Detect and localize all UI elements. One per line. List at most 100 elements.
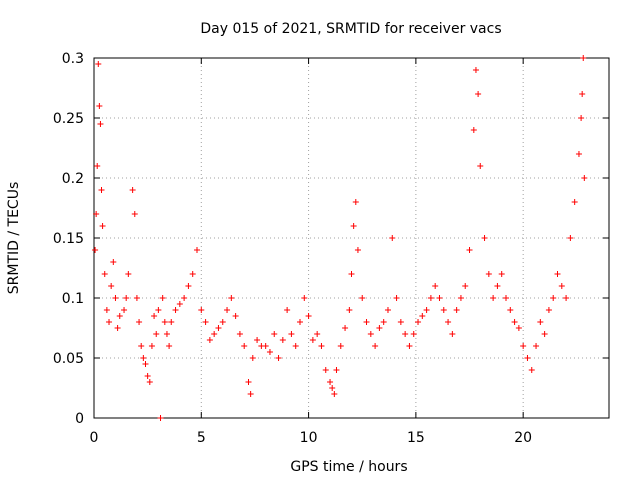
y-tick-label: 0.15 (53, 231, 84, 247)
data-point (168, 319, 175, 325)
data-point (97, 121, 104, 127)
data-point (380, 319, 387, 325)
data-point (367, 331, 374, 337)
data-point (563, 295, 570, 301)
data-point (133, 295, 140, 301)
data-point (528, 367, 535, 373)
data-point (578, 115, 585, 121)
data-point (472, 67, 479, 73)
data-point (581, 175, 588, 181)
data-point (125, 271, 132, 277)
data-point (445, 319, 452, 325)
data-point (490, 295, 497, 301)
y-tick-label: 0 (75, 411, 84, 427)
data-point (189, 271, 196, 277)
data-point (153, 331, 160, 337)
data-point (376, 325, 383, 331)
data-point (110, 259, 117, 265)
data-point (157, 415, 164, 421)
data-point (297, 319, 303, 325)
data-point (129, 187, 136, 193)
data-point (292, 343, 299, 349)
data-point (161, 319, 168, 325)
data-point (477, 163, 484, 169)
data-point (142, 361, 149, 367)
data-point (241, 343, 248, 349)
data-point (219, 319, 226, 325)
data-point (507, 307, 514, 313)
data-point (151, 313, 158, 319)
grid-lines (94, 58, 609, 418)
data-point (567, 235, 574, 241)
data-point (427, 295, 434, 301)
y-tick-label: 0.3 (62, 51, 84, 67)
data-point (309, 337, 316, 343)
data-point (449, 331, 456, 337)
data-point (580, 55, 587, 61)
data-point (232, 313, 239, 319)
data-point (166, 343, 173, 349)
data-point (116, 313, 123, 319)
data-point (550, 295, 557, 301)
data-point (322, 367, 329, 373)
data-point (571, 199, 578, 205)
y-tick-label: 0.2 (62, 171, 84, 187)
data-point (94, 163, 101, 169)
data-point (262, 343, 269, 349)
data-point (155, 307, 162, 313)
data-point (123, 295, 130, 301)
data-point (352, 199, 359, 205)
data-point (140, 355, 147, 361)
x-tick-label: 5 (197, 430, 206, 446)
data-point (224, 307, 231, 313)
data-point (144, 373, 151, 379)
data-point (318, 343, 325, 349)
data-point (363, 319, 370, 325)
data-point (397, 319, 404, 325)
data-point (524, 355, 531, 361)
data-point (329, 385, 336, 391)
data-point (415, 319, 422, 325)
data-point (131, 211, 138, 217)
data-point (114, 325, 121, 331)
data-point (494, 283, 501, 289)
data-point (372, 343, 379, 349)
data-point (453, 307, 460, 313)
x-axis-label: GPS time / hours (290, 459, 407, 475)
data-point (202, 319, 209, 325)
data-point (245, 379, 252, 385)
data-point (558, 283, 565, 289)
data-point (457, 295, 464, 301)
data-point (93, 211, 100, 217)
data-point (185, 283, 192, 289)
chart-title: Day 015 of 2021, SRMTID for receiver vac… (200, 21, 501, 37)
x-tick-label: 15 (407, 430, 425, 446)
data-point (206, 337, 213, 343)
data-point (275, 355, 282, 361)
x-tick-label: 0 (90, 430, 99, 446)
data-point (348, 271, 355, 277)
data-point (103, 307, 110, 313)
data-point (279, 337, 286, 343)
data-point (215, 325, 222, 331)
data-point (485, 271, 492, 277)
data-point (541, 331, 548, 337)
data-point (176, 301, 183, 307)
data-point (389, 235, 396, 241)
data-point (384, 307, 391, 313)
data-point (432, 283, 439, 289)
x-tick-label: 20 (514, 430, 532, 446)
data-point (228, 295, 235, 301)
data-point (101, 271, 108, 277)
data-point (350, 223, 357, 229)
data-point (331, 391, 338, 397)
data-point (271, 331, 278, 337)
axis-ticks: 0 5 10 15 20 0 0.05 0.1 0.15 0.2 0.25 0.3 (53, 51, 609, 446)
data-point (194, 247, 200, 253)
data-point (579, 91, 586, 97)
data-point (284, 307, 291, 313)
data-point (99, 223, 106, 229)
data-point (108, 283, 115, 289)
data-point (466, 247, 473, 253)
